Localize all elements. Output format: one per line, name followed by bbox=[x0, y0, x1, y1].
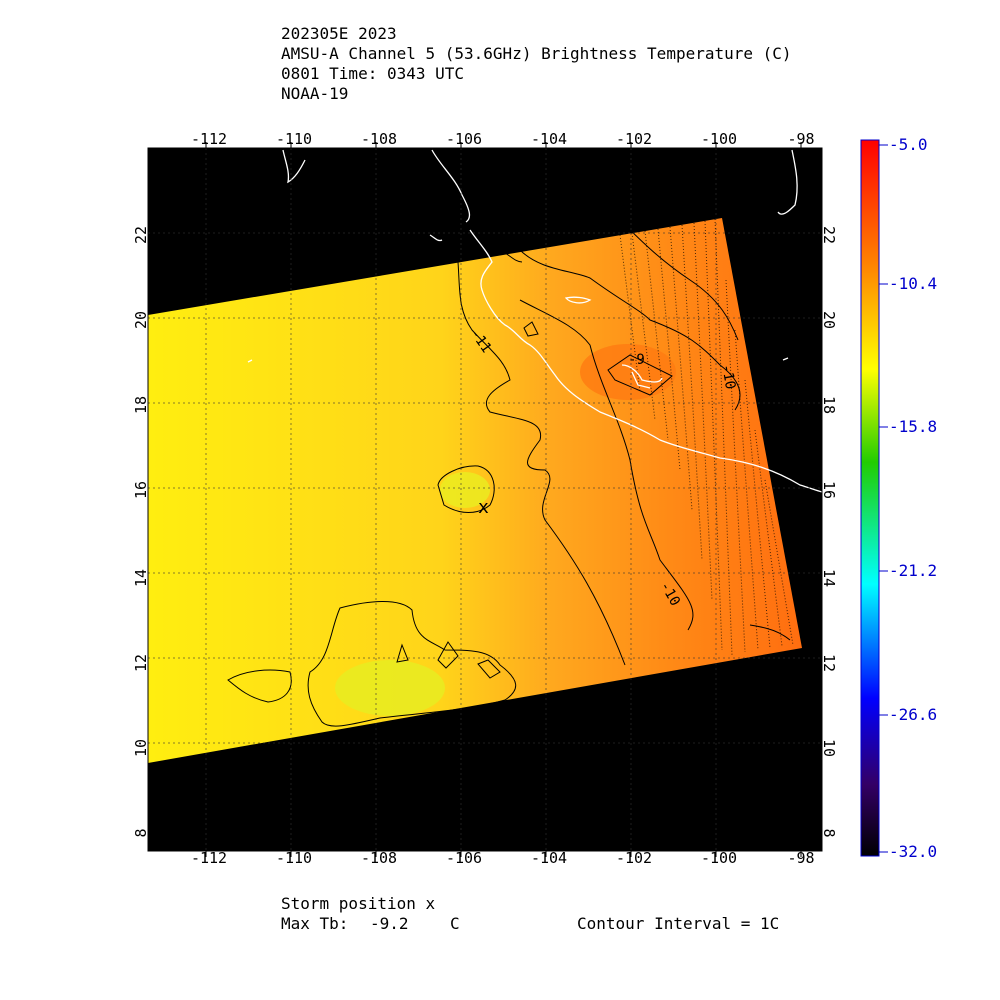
lon-label: -98 bbox=[787, 130, 814, 148]
lat-label: 12 bbox=[132, 654, 150, 672]
contour-label: -10 bbox=[718, 363, 738, 391]
colorbar-ticks bbox=[879, 144, 888, 853]
lon-label: -104 bbox=[531, 130, 567, 148]
contour-label: -9 bbox=[628, 352, 645, 368]
lat-label: 12 bbox=[820, 654, 838, 672]
storm-position-marker: x bbox=[478, 497, 489, 518]
lon-label: -112 bbox=[191, 130, 227, 148]
lat-label: 14 bbox=[132, 569, 150, 587]
lon-label: -104 bbox=[531, 849, 567, 867]
lat-labels-right: 8 10 12 14 16 18 20 22 bbox=[820, 226, 838, 838]
lon-label: -110 bbox=[276, 849, 312, 867]
title-line-4: NOAA-19 bbox=[281, 84, 349, 103]
lon-label: -106 bbox=[446, 849, 482, 867]
max-tb-unit: C bbox=[450, 914, 460, 933]
max-tb-value: -9.2 bbox=[370, 914, 409, 933]
lat-label: 20 bbox=[132, 311, 150, 329]
grid-lines bbox=[148, 148, 822, 851]
coastline bbox=[247, 149, 822, 493]
lat-label: 10 bbox=[820, 739, 838, 757]
lon-label: -106 bbox=[446, 130, 482, 148]
lon-label: -108 bbox=[361, 849, 397, 867]
contour-interval: Contour Interval = 1C bbox=[577, 914, 780, 933]
lon-label: -98 bbox=[787, 849, 814, 867]
colorbar-label: -32.0 bbox=[889, 842, 937, 861]
lat-labels-left: 8 10 12 14 16 18 20 22 bbox=[132, 226, 150, 838]
colorbar-label: -21.2 bbox=[889, 561, 937, 580]
max-tb-label: Max Tb: bbox=[281, 914, 349, 933]
map-frame bbox=[147, 147, 823, 852]
lat-label: 10 bbox=[132, 739, 150, 757]
lat-label: 8 bbox=[132, 828, 150, 837]
lon-label: -110 bbox=[276, 130, 312, 148]
title-line-3: 0801 Time: 0343 UTC bbox=[281, 64, 465, 83]
contour-lines bbox=[227, 214, 791, 727]
lat-label: 16 bbox=[132, 481, 150, 499]
lon-label: -112 bbox=[191, 849, 227, 867]
cool-patch bbox=[335, 660, 445, 716]
lon-label: -100 bbox=[701, 849, 737, 867]
lat-label: 22 bbox=[820, 226, 838, 244]
lat-label: 22 bbox=[132, 226, 150, 244]
axis-ticks bbox=[205, 142, 802, 857]
lon-labels-top: -112 -110 -108 -106 -104 -102 -100 -98 bbox=[191, 130, 815, 148]
lat-label: 14 bbox=[820, 569, 838, 587]
colorbar-label: -15.8 bbox=[889, 417, 937, 436]
title-line-2: AMSU-A Channel 5 (53.6GHz) Brightness Te… bbox=[281, 44, 792, 63]
lon-label: -100 bbox=[701, 130, 737, 148]
lon-label: -102 bbox=[616, 849, 652, 867]
lon-labels-bottom: -112 -110 -108 -106 -104 -102 -100 -98 bbox=[191, 849, 815, 867]
lon-label: -102 bbox=[616, 130, 652, 148]
lat-label: 18 bbox=[820, 396, 838, 414]
cool-patch bbox=[440, 472, 490, 508]
colorbar-label: -26.6 bbox=[889, 705, 937, 724]
stipple-region bbox=[619, 218, 794, 656]
title-line-1: 202305E 2023 bbox=[281, 24, 397, 43]
lat-label: 20 bbox=[820, 311, 838, 329]
colorbar bbox=[860, 139, 880, 857]
lat-label: 16 bbox=[820, 481, 838, 499]
lat-label: 8 bbox=[820, 828, 838, 837]
lon-label: -108 bbox=[361, 130, 397, 148]
storm-position-caption: Storm position x bbox=[281, 894, 436, 913]
colorbar-label: -5.0 bbox=[889, 135, 928, 154]
colorbar-label: -10.4 bbox=[889, 274, 937, 293]
lat-label: 18 bbox=[132, 396, 150, 414]
